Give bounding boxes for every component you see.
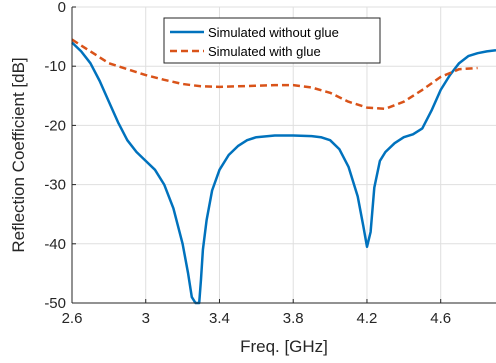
tick-labels: 2.6 3 3.4 3.8 4.2 4.6 0 -10 -20 -30 -40 -50 bbox=[44, 0, 451, 327]
series-layer bbox=[71, 38, 496, 305]
y-axis-label: Reflection Coefficient [dB] bbox=[9, 57, 28, 252]
legend-label-without-glue: Simulated without glue bbox=[208, 25, 339, 40]
legend: Simulated without glue Simulated with gl… bbox=[163, 17, 381, 64]
x-tick-label: 4.2 bbox=[357, 310, 378, 327]
legend-label-with-glue: Simulated with glue bbox=[208, 44, 321, 59]
legend-box bbox=[163, 17, 381, 64]
x-tick-label: 2.6 bbox=[62, 310, 83, 327]
x-tick-label: 3.4 bbox=[209, 310, 230, 327]
y-tick-label: -10 bbox=[44, 58, 66, 75]
x-tick-label: 3.8 bbox=[283, 310, 304, 327]
y-tick-label: -20 bbox=[44, 117, 66, 134]
axes bbox=[71, 6, 496, 304]
x-tick-label: 4.6 bbox=[430, 310, 451, 327]
x-tick-label: 3 bbox=[142, 310, 150, 327]
series-line-0 bbox=[71, 41, 496, 305]
y-tick-label: 0 bbox=[58, 0, 66, 16]
y-tick-label: -40 bbox=[44, 236, 66, 253]
y-tick-label: -50 bbox=[44, 295, 66, 312]
x-axis-label: Freq. [GHz] bbox=[240, 337, 328, 356]
y-tick-label: -30 bbox=[44, 177, 66, 194]
series-line-1 bbox=[71, 38, 478, 111]
